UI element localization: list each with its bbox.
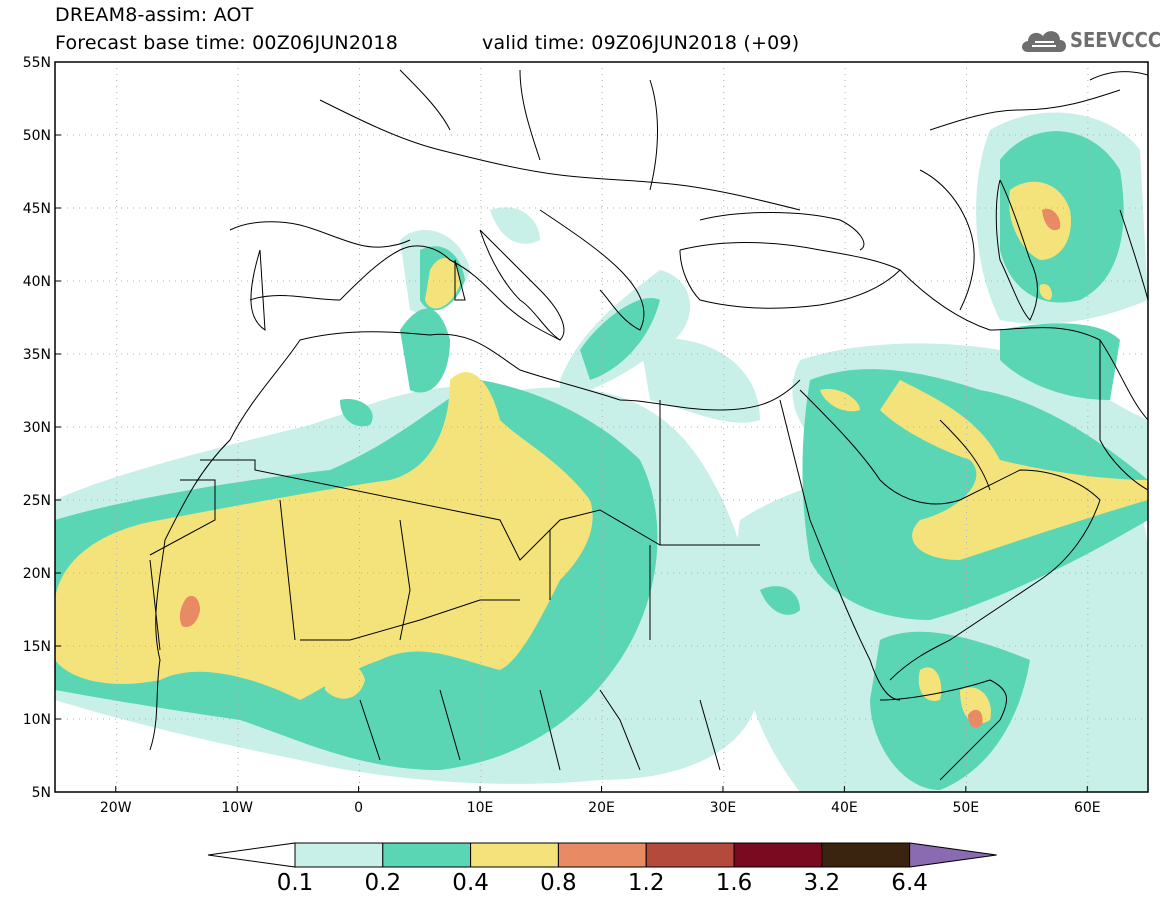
colorbar-low-arrow	[207, 842, 296, 868]
colorbar-label: 1.6	[715, 870, 753, 896]
lat-tick-label: 20N	[23, 566, 51, 582]
lat-tick-label: 45N	[23, 201, 51, 217]
colorbar-swatch	[294, 842, 384, 868]
logo-text: SEEVCCC	[1070, 28, 1162, 52]
colorbar-swatch	[645, 842, 735, 868]
coastlines	[149, 69, 1148, 781]
colorbar-swatch	[821, 842, 911, 868]
colorbar-label: 6.4	[891, 870, 928, 896]
lon-tick-label: 20W	[100, 800, 132, 816]
colorbar-swatch	[470, 842, 559, 868]
colorbar-swatch	[733, 842, 823, 868]
lon-tick-label: 60E	[1074, 800, 1101, 816]
colorbar-label: 0.1	[276, 870, 314, 896]
colorbar-high-arrow	[909, 842, 997, 868]
lon-tick-label: 10W	[221, 800, 253, 816]
lon-tick-label: 40E	[831, 800, 858, 816]
lat-tick-label: 50N	[23, 128, 51, 144]
lon-tick-label: 50E	[952, 800, 979, 816]
cloud-logo-icon	[1022, 31, 1066, 52]
map-grid	[55, 62, 1148, 792]
lat-tick-label: 5N	[32, 785, 51, 801]
lon-tick-label: 10E	[467, 800, 494, 816]
colorbar-swatch	[557, 842, 647, 868]
longitude-axis: 20W 10W 0 10E 20E 30E 40E 50E 60E	[100, 786, 1101, 816]
lat-tick-label: 15N	[23, 639, 51, 655]
title-line-2: Forecast base time: 00Z06JUN2018	[55, 32, 398, 54]
latitude-axis: 55N 50N 45N 40N 35N 30N 25N 20N 15N 10N 5N	[23, 55, 61, 801]
lat-tick-label: 55N	[23, 55, 51, 71]
colorbar-label: 0.4	[452, 870, 489, 896]
lon-tick-label: 0	[354, 800, 363, 816]
lat-tick-label: 25N	[23, 493, 51, 509]
lat-tick-label: 10N	[23, 712, 51, 728]
colorbar-swatch	[382, 842, 472, 868]
title-line-1: DREAM8-assim: AOT	[55, 4, 254, 26]
aot-band-0.8	[179, 208, 1061, 728]
lon-tick-label: 30E	[710, 800, 737, 816]
valid-time-text: valid time: 09Z06JUN2018 (+09)	[482, 32, 800, 54]
colorbar	[207, 842, 997, 868]
colorbar-label: 1.2	[627, 870, 665, 896]
lat-tick-label: 40N	[23, 274, 51, 290]
lat-tick-label: 35N	[23, 347, 51, 363]
colorbar-label: 3.2	[803, 870, 841, 896]
lat-tick-label: 30N	[23, 420, 51, 436]
lon-tick-label: 20E	[588, 800, 615, 816]
colorbar-label: 0.8	[540, 870, 577, 896]
colorbar-label: 0.2	[364, 870, 402, 896]
